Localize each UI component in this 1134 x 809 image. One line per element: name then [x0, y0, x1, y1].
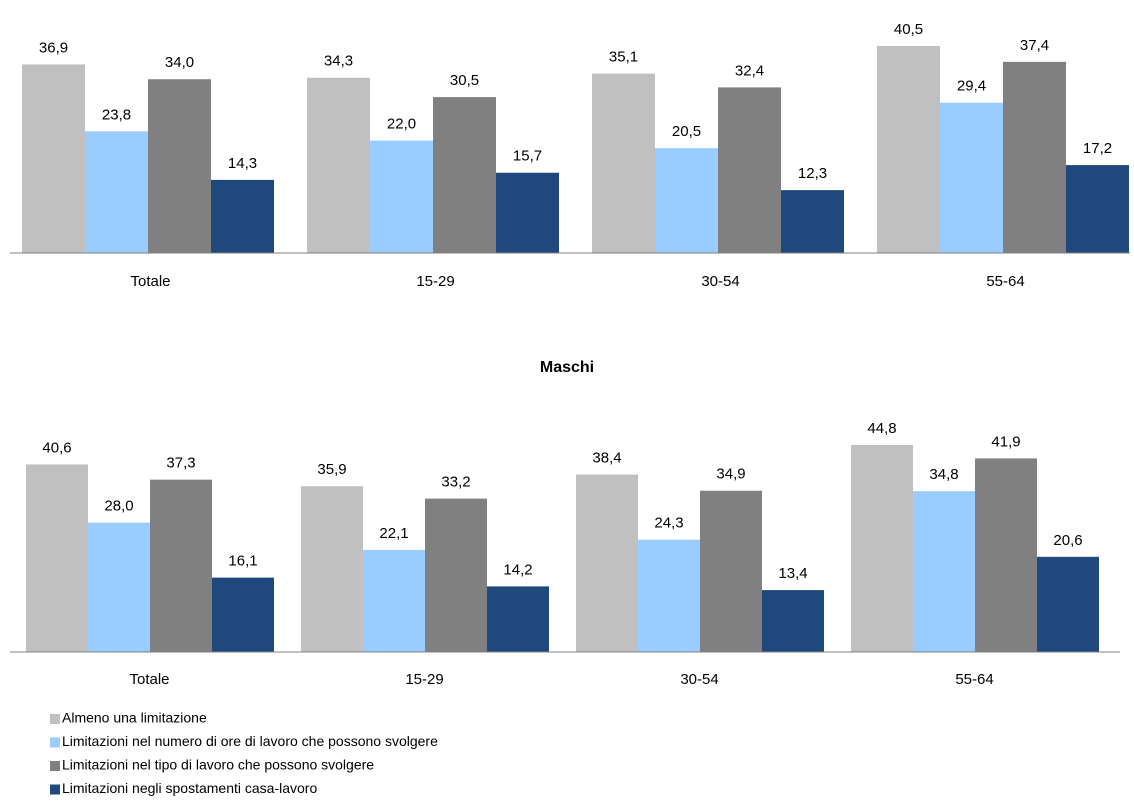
data-label: 16,1 [228, 553, 257, 570]
data-label: 41,9 [991, 433, 1020, 450]
data-label: 23,8 [102, 106, 131, 123]
data-label: 35,1 [609, 49, 638, 66]
chart-title: Maschi [540, 359, 594, 376]
x-tick-label: 55-64 [986, 273, 1024, 290]
data-label: 22,1 [379, 525, 408, 542]
bar [638, 539, 700, 652]
data-label: 34,3 [324, 53, 353, 70]
bar [655, 148, 718, 253]
bar [975, 458, 1037, 652]
legend-swatch [50, 737, 60, 748]
bar [212, 577, 274, 652]
legend-text: Almeno una limitazione [62, 710, 207, 726]
bar [496, 172, 559, 253]
bar [877, 46, 940, 253]
data-label: 22,0 [387, 116, 416, 133]
data-label: 40,6 [42, 439, 71, 456]
bar [301, 486, 363, 652]
bar [1066, 165, 1129, 253]
x-tick-label: Totale [130, 273, 170, 290]
data-label: 32,4 [735, 62, 764, 79]
data-label: 40,5 [894, 21, 923, 38]
x-tick-label: 15-29 [416, 273, 454, 290]
data-label: 12,3 [798, 165, 827, 182]
bar [487, 586, 549, 652]
data-label: 14,3 [228, 155, 257, 172]
data-label: 20,5 [672, 123, 701, 140]
bar [150, 479, 212, 652]
bar [433, 97, 496, 253]
bar [85, 131, 148, 253]
data-label: 34,9 [716, 466, 745, 483]
bar [940, 102, 1003, 253]
x-tick-label: 55-64 [955, 671, 993, 688]
bar [1003, 61, 1066, 253]
data-label: 44,8 [867, 420, 896, 437]
legend-swatch [50, 761, 60, 771]
bar [88, 522, 150, 652]
data-label: 14,2 [503, 561, 532, 578]
data-label: 29,4 [957, 78, 986, 95]
bar [1037, 556, 1099, 652]
data-label: 37,3 [166, 455, 195, 472]
bar [26, 464, 88, 652]
bar [370, 140, 433, 253]
x-tick-label: 30-54 [701, 273, 739, 290]
data-label: 34,8 [929, 466, 958, 483]
bar [851, 445, 913, 652]
data-label: 38,4 [592, 450, 621, 467]
bar [148, 79, 211, 253]
data-label: 33,2 [441, 474, 470, 491]
data-label: 37,4 [1020, 37, 1049, 54]
data-label: 13,4 [778, 565, 807, 582]
data-label: 36,9 [39, 39, 68, 56]
bar [913, 491, 975, 652]
data-label: 20,6 [1053, 532, 1082, 549]
data-label: 17,2 [1083, 140, 1112, 157]
bar [363, 549, 425, 652]
legend-text: Limitazioni nel tipo di lavoro che posso… [62, 757, 374, 773]
bar [762, 590, 824, 652]
legend-swatch [50, 784, 60, 795]
bar [425, 498, 487, 652]
legend-swatch [50, 714, 60, 724]
x-tick-label: 30-54 [680, 671, 718, 688]
x-tick-label: Totale [129, 671, 169, 688]
data-label: 28,0 [104, 498, 133, 515]
x-tick-label: 15-29 [405, 671, 443, 688]
data-label: 15,7 [513, 148, 542, 165]
legend-text: Limitazioni nel numero di ore di lavoro … [62, 733, 438, 749]
data-label: 30,5 [450, 72, 479, 89]
data-label: 34,0 [165, 54, 194, 71]
bar [700, 490, 762, 652]
bar [22, 64, 85, 254]
data-label: 24,3 [654, 515, 683, 532]
bar [781, 190, 844, 253]
bar [718, 87, 781, 254]
bar [307, 77, 370, 253]
bar [592, 73, 655, 253]
bar [576, 474, 638, 652]
data-label: 35,9 [317, 461, 346, 478]
legend-text: Limitazioni negli spostamenti casa-lavor… [62, 780, 317, 796]
bar [211, 179, 274, 253]
